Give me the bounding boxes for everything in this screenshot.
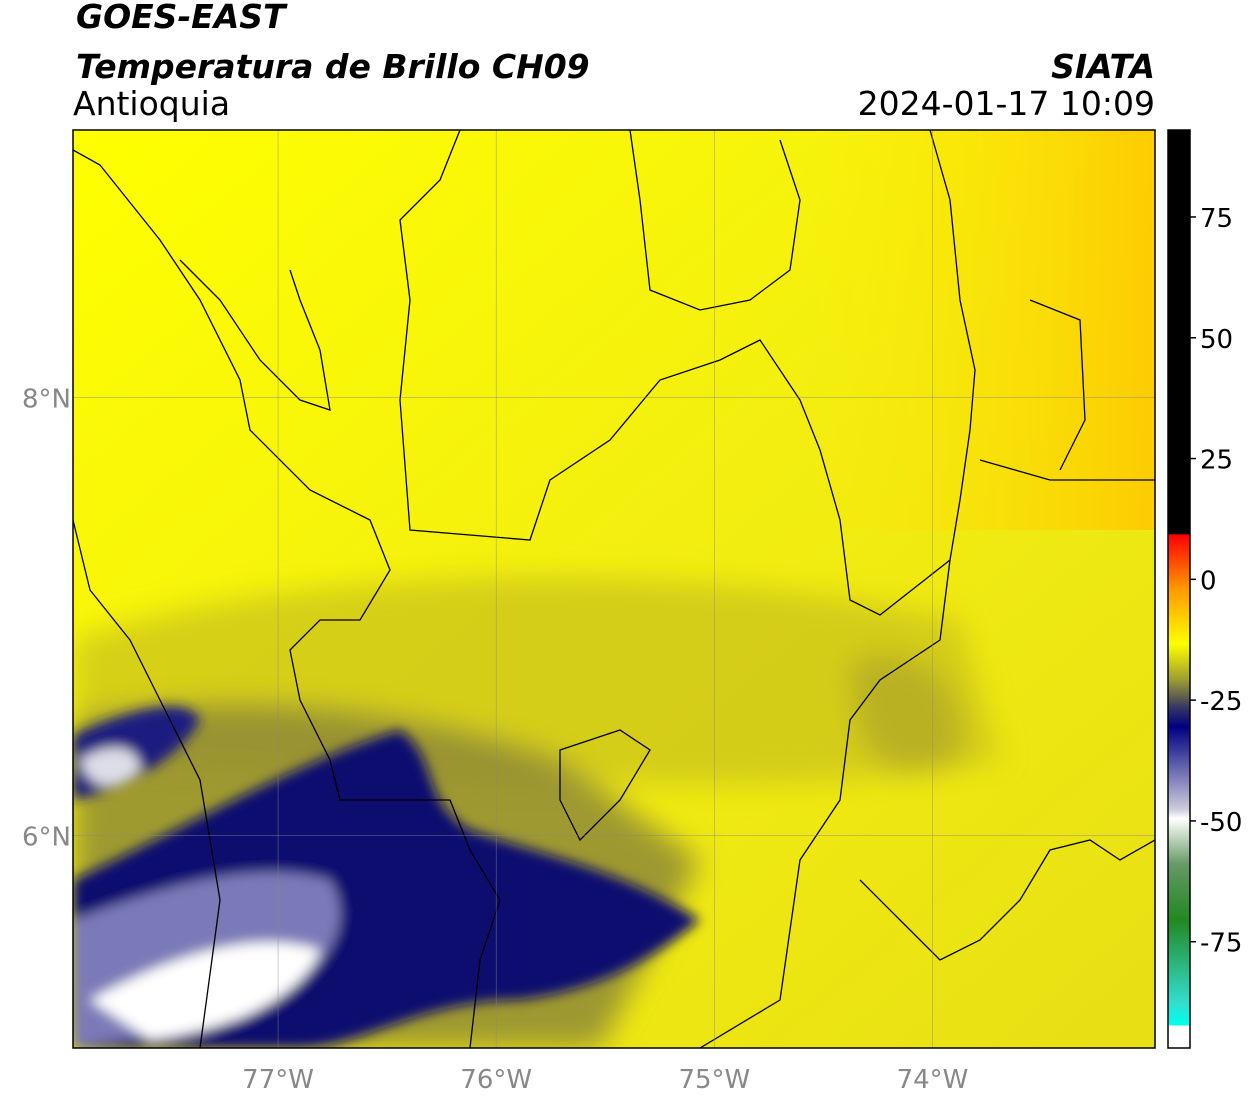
colorbar-tick-label: 75 <box>1200 204 1233 234</box>
colorbar-tick-label: 25 <box>1200 446 1233 476</box>
satellite-image <box>73 130 1155 1048</box>
graticule <box>73 130 1155 1048</box>
colorbar-tick-label: -25 <box>1200 687 1242 717</box>
map-frame <box>72 129 1156 1049</box>
subtitle: Temperatura de Brillo CH09 <box>76 47 590 86</box>
lon-tick-label: 76°W <box>460 1065 532 1095</box>
lon-tick-label: 74°W <box>897 1065 969 1095</box>
lon-tick-label: 75°W <box>678 1065 750 1095</box>
lat-tick-label: 8°N <box>22 384 71 414</box>
lon-tick-label: 77°W <box>242 1065 314 1095</box>
region: Antioquia <box>73 84 230 123</box>
lat-tick-label: 6°N <box>22 822 71 852</box>
source: SIATA <box>1051 47 1155 86</box>
datetime: 2024-01-17 10:09 <box>858 84 1155 123</box>
colorbar-tick-label: 50 <box>1200 325 1233 355</box>
colorbar <box>1167 129 1191 1049</box>
colorbar-tick-label: -50 <box>1200 808 1242 838</box>
colorbar-tick-label: -75 <box>1200 929 1242 959</box>
title: GOES-EAST <box>76 0 288 36</box>
colorbar-tick-label: 0 <box>1200 566 1217 596</box>
